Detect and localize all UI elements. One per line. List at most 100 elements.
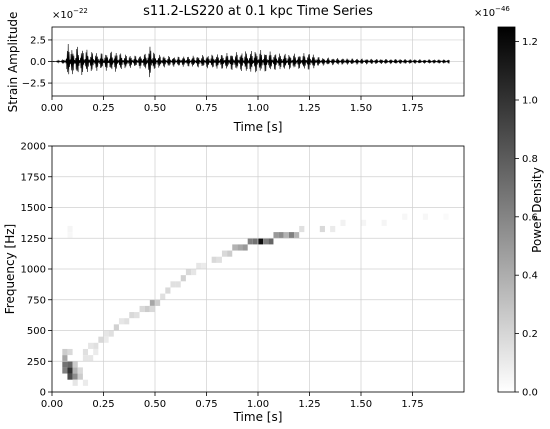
spectrogram-cell — [67, 373, 73, 380]
spectrogram-x-tick-label: 0.75 — [195, 399, 217, 410]
spectrogram-cell — [237, 244, 243, 251]
spectrogram-cell — [72, 367, 78, 374]
time-series-y-tick-label: −2.5 — [22, 79, 46, 90]
colorbar-label: Power Density — [530, 167, 544, 253]
spectrogram-panel: 0.00 0.25 0.50 0.75 1.00 1.25 1.50 1.75 0 250 500… — [3, 142, 465, 424]
colorbar-tick-label: 0.4 — [522, 271, 538, 282]
time-series-y-tick-label: 2.5 — [30, 35, 46, 46]
spectrogram-cell — [268, 238, 274, 245]
spectrogram-cell — [232, 244, 238, 251]
spectrogram-cell — [72, 379, 78, 386]
time-series-x-tick-label: 0.50 — [144, 103, 166, 114]
spectrogram-cell — [108, 330, 114, 337]
spectrogram-cell — [278, 232, 284, 239]
spectrogram-cell — [67, 361, 73, 368]
spectrogram-cell — [77, 373, 83, 380]
spectrogram-cell — [201, 262, 207, 269]
spectrogram-cell — [62, 361, 68, 368]
spectrogram-cell — [288, 232, 295, 239]
spectrogram-cell — [422, 213, 428, 220]
time-series-x-ticks: 0.00 0.25 0.50 0.75 1.00 1.25 1.50 1.75 — [41, 96, 424, 114]
strain-waveform — [51, 44, 450, 78]
spectrogram-cell — [82, 348, 89, 356]
colorbar-tick-label: 1.0 — [522, 96, 538, 107]
spectrogram-x-tick-label: 1.00 — [247, 399, 269, 410]
spectrogram-cell — [72, 373, 78, 380]
time-series-x-tick-label: 0.00 — [41, 103, 63, 114]
spectrogram-cell — [82, 355, 89, 362]
spectrogram-x-tick-label: 1.75 — [401, 399, 423, 410]
spectrogram-cell — [88, 342, 94, 349]
spectrogram-cell — [242, 244, 248, 251]
time-series-x-tick-label: 1.50 — [350, 103, 372, 114]
spectrogram-y-tick-label: 1000 — [21, 265, 46, 276]
time-series-x-tick-label: 1.00 — [247, 103, 269, 114]
spectrogram-cell — [129, 312, 135, 319]
spectrogram-cell — [216, 256, 222, 263]
colorbar-gradient — [497, 26, 516, 393]
spectrogram-cell — [340, 219, 346, 226]
spectrogram-cell — [180, 275, 186, 282]
time-series-y-label: Strain Amplitude — [6, 12, 20, 113]
spectrogram-cell — [283, 232, 289, 239]
spectrogram-cell — [319, 225, 325, 233]
spectrogram-cell — [247, 238, 253, 245]
time-series-x-tick-label: 1.75 — [401, 103, 423, 114]
colorbar-tick-label: 0.0 — [522, 388, 538, 399]
spectrogram-cell — [330, 225, 336, 233]
spectrogram-y-label: Frequency [Hz] — [3, 224, 17, 315]
spectrogram-cell — [165, 287, 171, 294]
spectrogram-cell — [72, 361, 78, 368]
spectrogram-cell — [103, 330, 109, 337]
spectrogram-y-tick-label: 750 — [27, 295, 46, 306]
spectrogram-cell — [294, 232, 300, 239]
spectrogram-cell — [196, 262, 202, 269]
spectrogram-cell — [185, 269, 192, 276]
spectrogram-cell — [191, 269, 197, 276]
colorbar: 0.0 0.2 0.4 0.6 0.8 1.0 1.2 ×10−46 Power Densi… — [474, 5, 544, 399]
time-series-x-tick-label: 1.25 — [298, 103, 320, 114]
spectrogram-cell — [82, 379, 89, 386]
spectrogram-cell — [62, 348, 68, 356]
spectrogram-cell — [77, 367, 83, 374]
colorbar-tick-label: 0.6 — [522, 212, 538, 223]
spectrogram-x-label: Time [s] — [233, 410, 283, 424]
spectrogram-cell — [93, 348, 99, 356]
colorbar-scale-label: ×10−46 — [474, 5, 510, 19]
spectrogram-y-tick-label: 2000 — [21, 142, 46, 153]
spectrogram-cell — [113, 324, 119, 331]
spectrogram-cell — [402, 213, 408, 220]
spectrogram-cell — [211, 256, 217, 263]
spectrogram-cell — [134, 312, 140, 319]
spectrogram-cell — [88, 355, 94, 362]
spectrogram-cell — [221, 250, 228, 257]
spectrogram-cells — [62, 213, 449, 386]
time-series-panel: 0.00 0.25 0.50 0.75 1.00 1.25 1.50 1.75 −2.5 0.0… — [6, 4, 465, 134]
spectrogram-cell — [67, 367, 73, 374]
spectrogram-cell — [98, 336, 104, 343]
spectrogram-cell — [258, 238, 264, 245]
spectrogram-x-tick-label: 1.50 — [350, 399, 372, 410]
colorbar-tick-label: 0.2 — [522, 329, 538, 340]
spectrogram-x-tick-label: 0.25 — [92, 399, 114, 410]
spectrogram-cell — [252, 238, 258, 245]
spectrogram-cell — [160, 293, 166, 300]
spectrogram-cell — [124, 318, 130, 325]
spectrogram-cell — [227, 250, 233, 257]
spectrogram-cell — [149, 299, 155, 306]
spectrogram-x-tick-label: 0.50 — [144, 399, 166, 410]
spectrogram-cell — [93, 342, 99, 349]
spectrogram-cell — [170, 281, 176, 288]
spectrogram-cell — [62, 355, 68, 362]
spectrogram-cell — [361, 219, 367, 226]
spectrogram-cell — [139, 305, 145, 313]
colorbar-tick-label: 1.2 — [522, 37, 538, 48]
time-series-scale-label: ×10−22 — [52, 7, 88, 21]
spectrogram-y-tick-label: 1750 — [21, 172, 46, 183]
spectrogram-cell — [144, 305, 150, 313]
spectrogram-x-tick-label: 1.25 — [298, 399, 320, 410]
time-series-x-tick-label: 0.75 — [195, 103, 217, 114]
spectrogram-cell — [155, 299, 161, 306]
colorbar-tick-label: 0.8 — [522, 154, 538, 165]
